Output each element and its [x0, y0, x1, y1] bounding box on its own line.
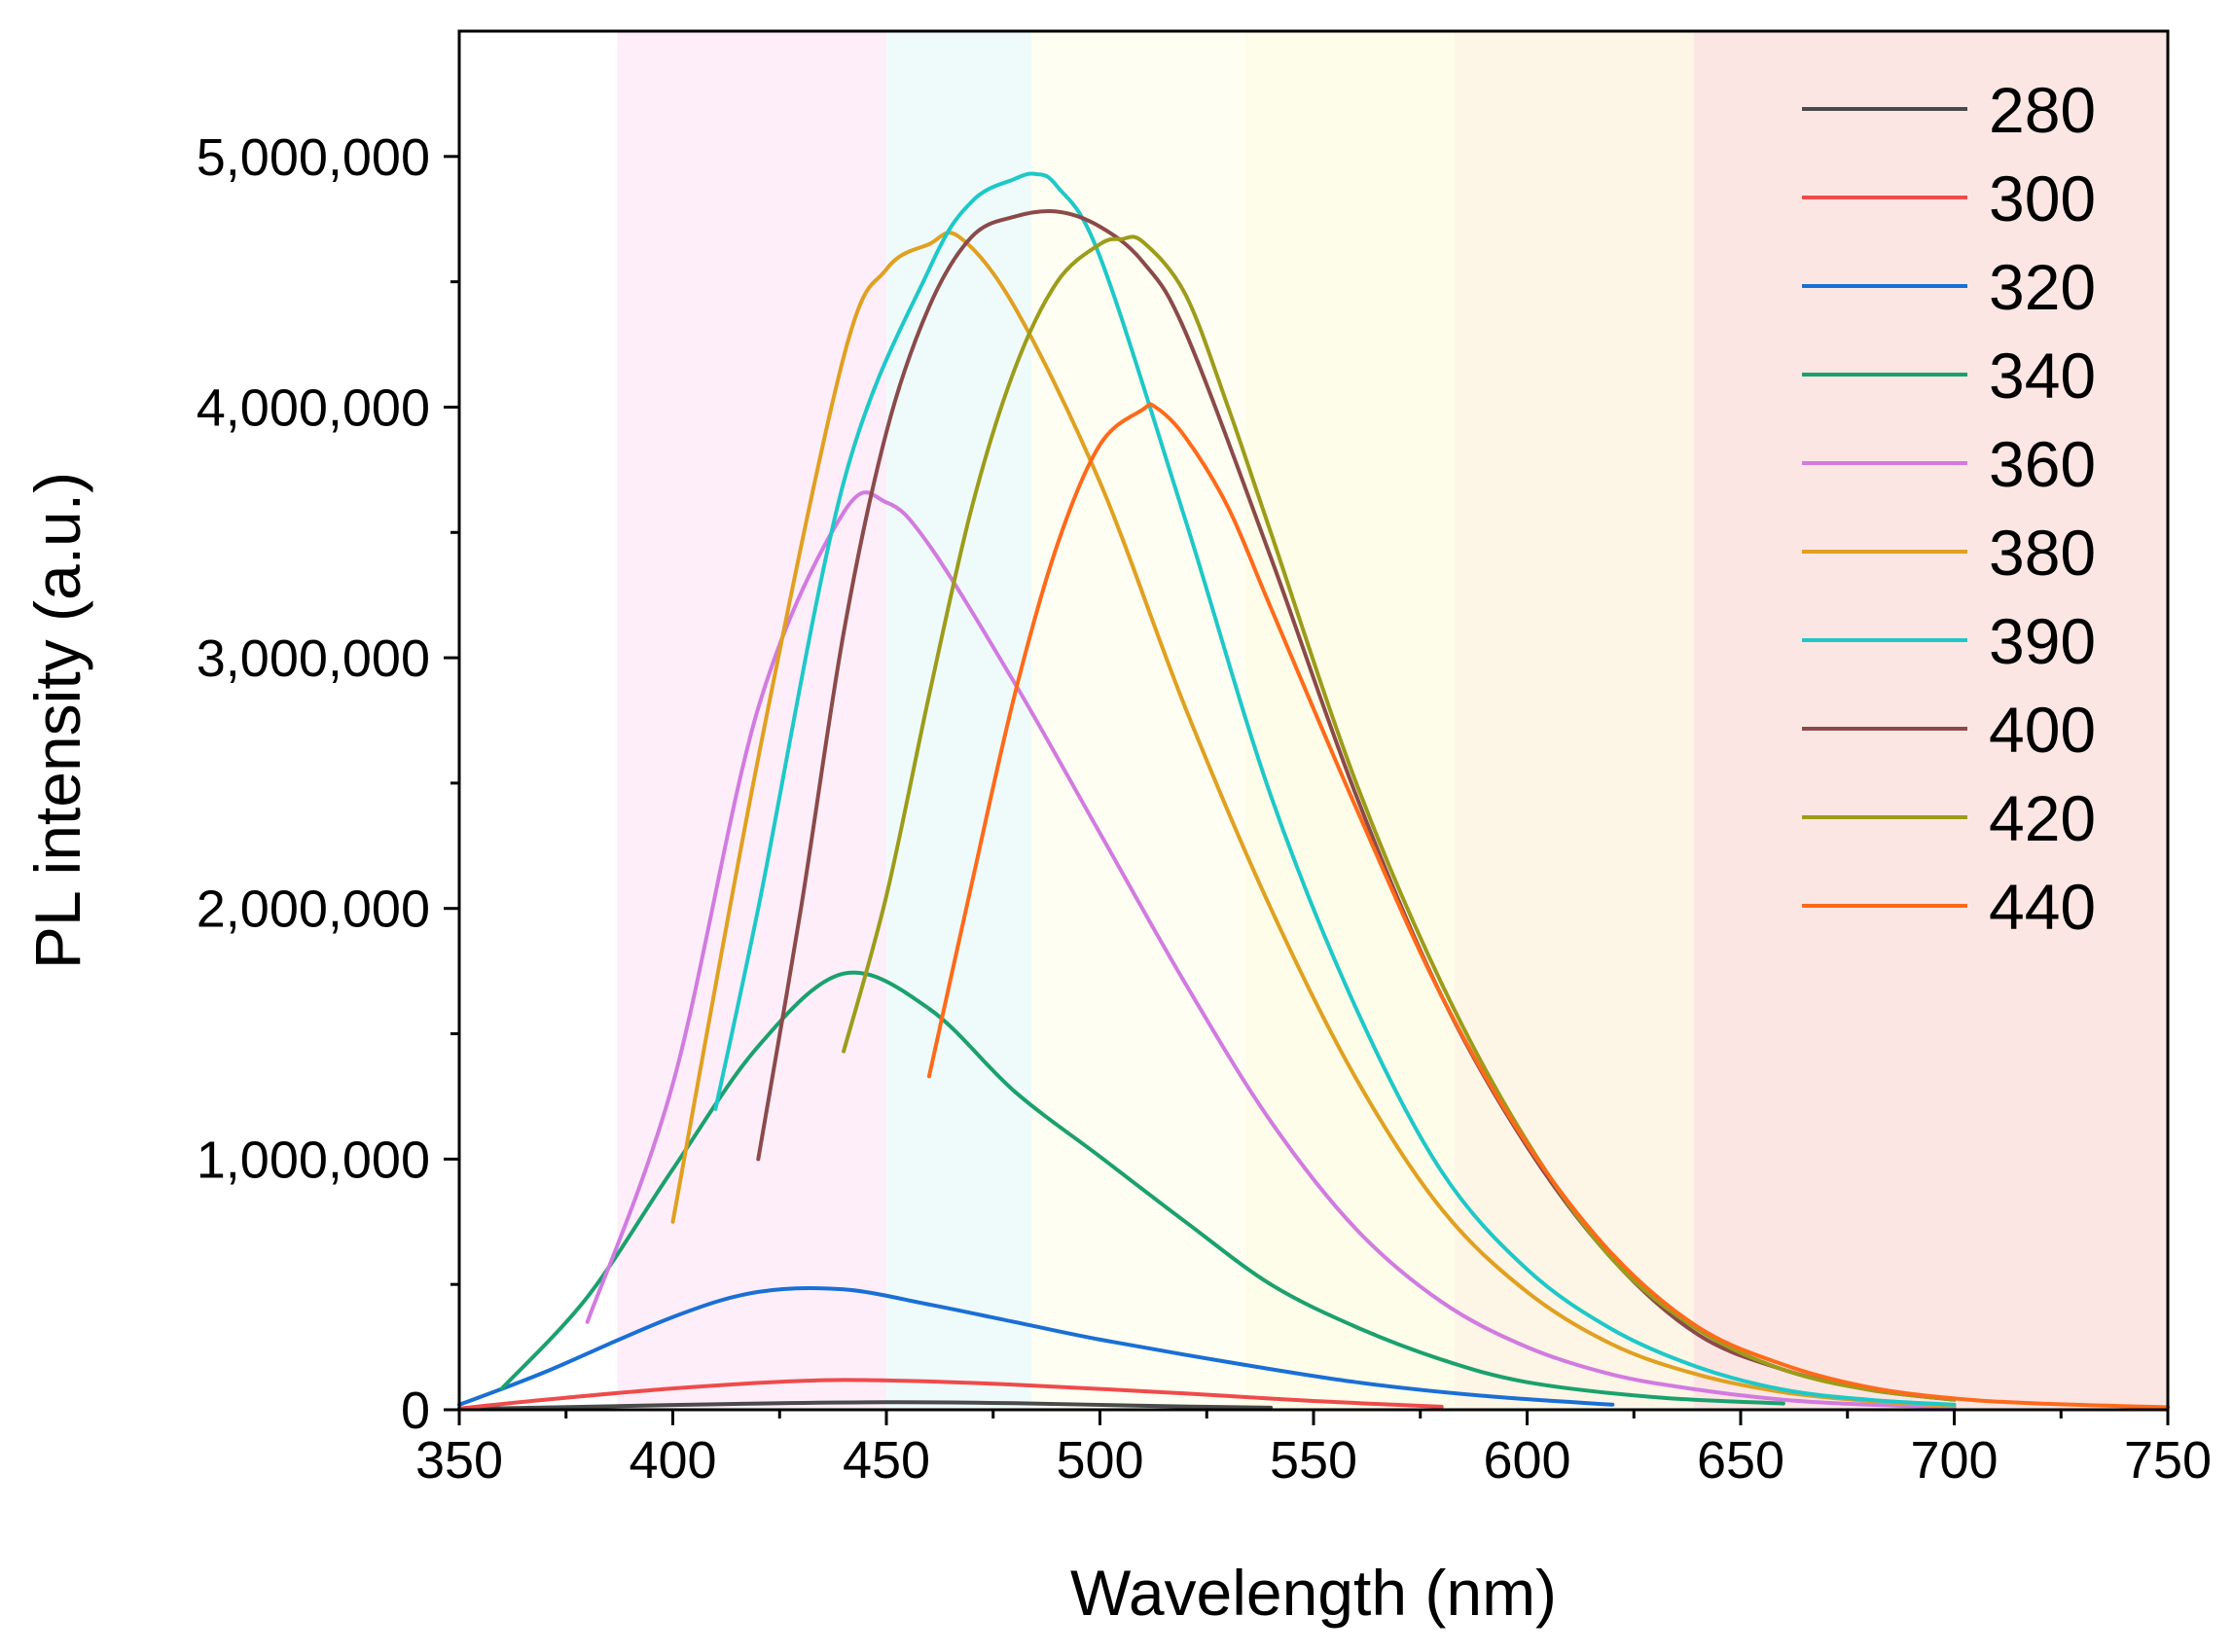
- y-axis: 0 1,000,000 2,000,000 3,000,000 4,000,000 5,0…: [197, 128, 459, 1440]
- x-tick-label: 600: [1483, 1431, 1570, 1490]
- y-axis-title: PL intensity (a.u.): [21, 472, 93, 969]
- background-band-4: [1454, 31, 1694, 1410]
- background-band-0: [617, 31, 886, 1410]
- x-axis: 350 400 450 500 550 600 650 700 750: [415, 1410, 2212, 1490]
- x-tick-label: 650: [1697, 1431, 1784, 1490]
- x-axis-title: Wavelength (nm): [1070, 1557, 1557, 1629]
- series-line-390: [713, 171, 1957, 1407]
- legend-label-400: 400: [1989, 694, 2096, 766]
- y-tick-label: 1,000,000: [197, 1131, 430, 1189]
- series-line-300: [457, 1378, 1444, 1411]
- y-tick-label: 3,000,000: [197, 629, 430, 688]
- series-line-340: [499, 970, 1785, 1406]
- series-group: [457, 171, 2170, 1412]
- legend-label-420: 420: [1989, 782, 2096, 854]
- series-line-380: [670, 231, 1957, 1409]
- wavelength-color-bands: [617, 31, 2168, 1410]
- y-tick-label: 0: [401, 1382, 430, 1440]
- legend-label-280: 280: [1989, 74, 2096, 146]
- y-tick-label: 4,000,000: [197, 378, 430, 437]
- series-line-440: [926, 402, 2170, 1410]
- x-tick-label: 700: [1910, 1431, 1998, 1490]
- y-tick-label: 2,000,000: [197, 880, 430, 939]
- legend-label-380: 380: [1989, 517, 2096, 589]
- series-line-420: [842, 234, 1957, 1402]
- legend-label-320: 320: [1989, 251, 2096, 323]
- series-line-320: [457, 1285, 1615, 1407]
- legend-label-340: 340: [1989, 340, 2096, 412]
- y-tick-label: 5,000,000: [197, 128, 430, 187]
- x-tick-label: 450: [843, 1431, 930, 1490]
- legend-label-390: 390: [1989, 605, 2096, 677]
- x-tick-label: 500: [1056, 1431, 1143, 1490]
- series-line-280: [457, 1400, 1274, 1412]
- x-tick-label: 550: [1270, 1431, 1357, 1490]
- legend: 280 300 320 340 360 380 390 400 420 440: [1802, 74, 2096, 943]
- background-band-2: [1031, 31, 1245, 1410]
- legend-label-300: 300: [1989, 162, 2096, 234]
- legend-label-440: 440: [1989, 871, 2096, 943]
- background-band-3: [1244, 31, 1455, 1410]
- x-tick-label: 400: [629, 1431, 716, 1490]
- background-band-5: [1693, 31, 2168, 1410]
- legend-label-360: 360: [1989, 428, 2096, 500]
- x-tick-label: 350: [415, 1431, 503, 1490]
- series-line-360: [585, 490, 1957, 1410]
- x-tick-label: 750: [2124, 1431, 2212, 1490]
